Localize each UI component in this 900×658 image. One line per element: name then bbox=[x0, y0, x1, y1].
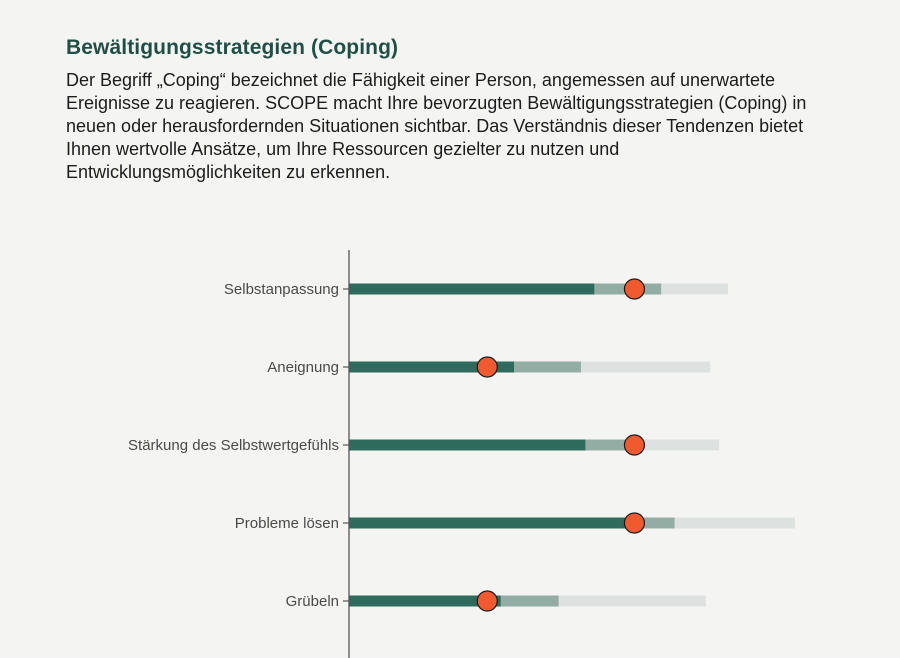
bar-segment-dark bbox=[349, 283, 595, 295]
category-label: Selbstanpassung bbox=[224, 281, 339, 298]
score-marker bbox=[476, 590, 498, 612]
category-label: Probleme lösen bbox=[235, 515, 339, 532]
score-marker bbox=[476, 356, 498, 378]
intro-paragraph: Der Begriff „Coping“ bezeichnet die Fähi… bbox=[66, 70, 807, 182]
bar-segment-dark bbox=[349, 595, 501, 607]
bar-segment-dark bbox=[349, 361, 515, 373]
category-label: Aneignung bbox=[267, 359, 339, 376]
page-title: Bewältigungsstrategien (Coping) bbox=[66, 36, 399, 59]
bar-segment-dark bbox=[349, 439, 586, 451]
category-label: Grübeln bbox=[286, 593, 339, 610]
bar-segment-dark bbox=[349, 517, 639, 529]
score-marker bbox=[623, 434, 646, 456]
category-label: Stärkung des Selbstwertgefühls bbox=[128, 437, 339, 454]
score-marker bbox=[623, 278, 646, 300]
score-marker bbox=[623, 512, 646, 534]
